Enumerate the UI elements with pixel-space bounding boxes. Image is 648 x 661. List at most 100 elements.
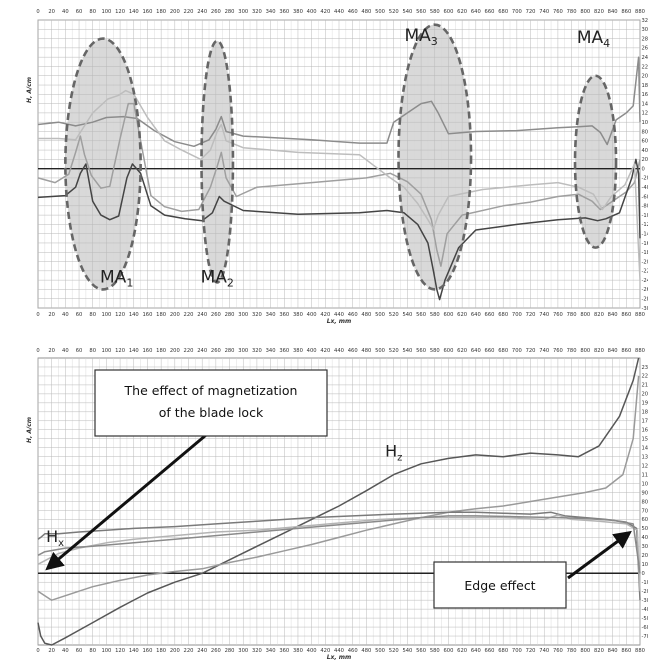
x-tick-label: 260	[211, 648, 221, 654]
callout-box-blade-lock	[94, 369, 328, 437]
x-tick-label-top: 300	[238, 348, 248, 354]
x-tick-label-top: 840	[608, 9, 618, 15]
x-tick-label-top: 80	[89, 9, 96, 15]
y-tick-label: 90	[642, 490, 648, 496]
highlight-region-fill-1	[65, 38, 141, 290]
y-tick-label: 40	[642, 535, 648, 541]
x-tick-label-top: 740	[539, 348, 549, 354]
x-tick-label: 380	[293, 648, 303, 654]
y-tick-label: -20	[642, 589, 648, 595]
y-tick-label: 120	[642, 463, 648, 469]
x-tick-label: 880	[635, 312, 645, 318]
x-tick-label-top: 780	[567, 9, 577, 15]
x-tick-label-top: 360	[279, 9, 289, 15]
y-tick-label: 180	[642, 83, 648, 89]
y-tick-label: 130	[642, 454, 648, 460]
x-tick-label-top: 220	[184, 348, 194, 354]
x-tick-label: 800	[580, 648, 590, 654]
y-tick-label: -120	[642, 222, 648, 228]
region-label-subscript: 3	[431, 35, 438, 48]
y-tick-label: -40	[642, 185, 648, 191]
x-tick-label: 220	[184, 648, 194, 654]
y-tick-label: 100	[642, 120, 648, 126]
x-tick-label: 780	[567, 312, 577, 318]
x-axis-label: Lx, mm	[327, 654, 352, 661]
y-tick-label: 140	[642, 445, 648, 451]
x-tick-label: 80	[89, 312, 96, 318]
series-label-base: H	[46, 527, 58, 546]
y-tick-label: 20	[642, 553, 648, 559]
x-tick-label: 400	[307, 312, 317, 318]
y-tick-label: 50	[642, 526, 648, 532]
x-tick-label: 820	[594, 312, 604, 318]
x-tick-label-top: 840	[608, 348, 618, 354]
x-tick-label: 780	[567, 648, 577, 654]
series-line-2	[37, 102, 641, 267]
x-tick-label: 760	[553, 648, 563, 654]
x-tick-label: 60	[76, 312, 83, 318]
x-tick-label-top: 20	[48, 348, 55, 354]
region-label-ma4: MA4	[577, 28, 610, 50]
y-tick-label: -60	[642, 625, 648, 631]
region-label-base: MA	[577, 28, 604, 48]
series-line-1	[37, 357, 640, 646]
y-tick-label: 80	[642, 499, 648, 505]
x-tick-label: 300	[238, 648, 248, 654]
x-tick-label: 20	[48, 312, 55, 318]
x-tick-label-top: 440	[334, 9, 344, 15]
x-tick-label: 640	[471, 648, 481, 654]
x-tick-label-top: 600	[444, 9, 454, 15]
x-tick-label: 480	[361, 312, 371, 318]
region-label-base: MA	[100, 267, 127, 287]
x-tick-label-top: 0	[36, 348, 39, 354]
series-label-subscript: x	[58, 538, 64, 549]
x-tick-label-top: 400	[307, 9, 317, 15]
x-tick-label: 700	[512, 312, 522, 318]
x-tick-label: 480	[361, 648, 371, 654]
x-tick-label-top: 20	[48, 9, 55, 15]
y-tick-label: -180	[642, 250, 648, 256]
x-tick-label-top: 340	[266, 348, 276, 354]
x-tick-label-top: 240	[197, 9, 207, 15]
x-tick-label: 620	[457, 312, 467, 318]
x-tick-label: 0	[36, 648, 39, 654]
x-tick-label-top: 340	[266, 9, 276, 15]
y-tick-label: 230	[642, 365, 648, 371]
x-tick-label-top: 720	[526, 348, 536, 354]
x-tick-label-top: 180	[156, 348, 166, 354]
x-tick-label: 820	[594, 648, 604, 654]
callout-text-edge: Edge effect	[464, 578, 535, 593]
y-tick-label: -60	[642, 194, 648, 200]
x-tick-label-top: 500	[375, 348, 385, 354]
x-tick-label-top: 820	[594, 348, 604, 354]
y-tick-label: 80	[642, 129, 648, 135]
y-tick-label: -260	[642, 287, 648, 293]
x-tick-label-top: 660	[485, 9, 495, 15]
x-tick-label-top: 580	[430, 348, 440, 354]
x-tick-label: 340	[266, 648, 276, 654]
x-tick-label: 440	[334, 312, 344, 318]
highlight-region-outline-2	[200, 39, 235, 284]
x-tick-label: 560	[416, 648, 426, 654]
x-tick-label: 840	[608, 648, 618, 654]
y-tick-label: -200	[642, 259, 648, 265]
x-tick-label: 700	[512, 648, 522, 654]
y-axis-label: H, A/cm	[26, 417, 33, 443]
region-label-ma2: MA2	[201, 267, 234, 289]
x-tick-label: 260	[211, 312, 221, 318]
x-tick-label: 620	[457, 648, 467, 654]
highlight-region-outline-4	[573, 74, 618, 249]
x-tick-label-top: 420	[320, 9, 330, 15]
y-tick-label: -220	[642, 269, 648, 275]
x-tick-label-top: 120	[115, 348, 125, 354]
x-tick-label: 100	[101, 648, 111, 654]
x-tick-label: 300	[238, 312, 248, 318]
y-tick-label: 30	[642, 544, 648, 550]
y-tick-label: -300	[642, 306, 648, 312]
x-tick-label-top: 480	[361, 9, 371, 15]
x-tick-label: 140	[129, 312, 139, 318]
region-label-base: MA	[201, 267, 228, 287]
x-tick-label: 40	[62, 648, 69, 654]
y-tick-label: 20	[642, 157, 648, 163]
y-tick-label: -160	[642, 241, 648, 247]
